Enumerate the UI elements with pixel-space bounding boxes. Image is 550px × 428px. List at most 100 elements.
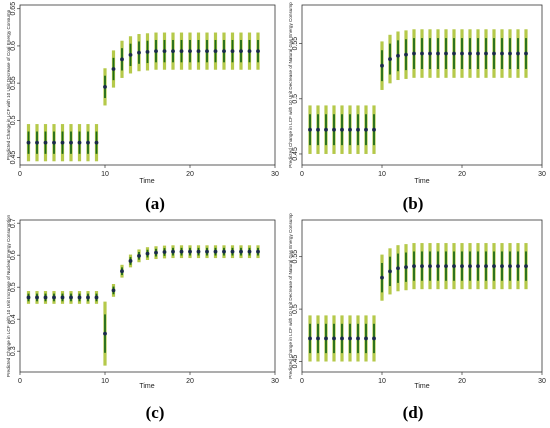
data-point (324, 127, 328, 132)
x-tick-label: 10 (101, 171, 109, 178)
data-point (356, 336, 360, 341)
data-point (69, 140, 73, 145)
data-point (111, 288, 116, 293)
x-tick-label: 30 (538, 378, 546, 385)
data-point (35, 140, 39, 145)
plot-frame (19, 219, 276, 373)
data-point (77, 295, 82, 300)
data-point (468, 264, 472, 269)
data-point (230, 249, 235, 254)
data-point (128, 52, 133, 57)
data-point (492, 51, 496, 56)
y-axis-title: Predicted Change in LCF with 10 Unit Dec… (288, 213, 293, 379)
y-tick-label: 0.3 (10, 346, 17, 356)
data-point (396, 53, 400, 58)
x-tick-label: 0 (18, 378, 22, 385)
data-point (239, 49, 243, 54)
data-point (188, 249, 192, 254)
x-tick-label: 0 (300, 378, 304, 385)
data-point (364, 127, 368, 132)
data-point (222, 49, 226, 54)
data-point (26, 140, 31, 145)
data-point (420, 51, 424, 56)
data-point (162, 49, 167, 54)
y-ticks: 0.45 0.5 0.55 0.6 0.65 (10, 2, 20, 164)
data-point (43, 140, 48, 145)
data-point (508, 51, 512, 56)
data-point (162, 250, 167, 254)
data-point (103, 331, 107, 336)
data-point (77, 140, 82, 145)
data-point (412, 264, 416, 269)
data-point (128, 259, 133, 263)
y-ticks: 0.45 0.5 0.55 (292, 37, 302, 161)
data-point (145, 49, 150, 54)
data-point (484, 51, 488, 56)
data-point (94, 295, 99, 300)
y-tick-label: 0.5 (10, 282, 17, 292)
x-axis-title: Time (414, 383, 429, 390)
data-point (324, 336, 328, 341)
data-point (179, 49, 184, 54)
data-point (213, 49, 218, 54)
x-tick-label: 30 (271, 378, 279, 385)
data-point (516, 264, 520, 269)
data-point (69, 295, 73, 300)
data-point (60, 140, 65, 145)
data-point (340, 127, 344, 132)
data-point (436, 264, 440, 269)
data-point (35, 295, 39, 300)
data-point (484, 264, 488, 269)
y-tick-label: 0.55 (292, 37, 299, 51)
x-axis-title: Time (414, 178, 429, 185)
data-point (316, 127, 320, 132)
data-point (308, 336, 312, 341)
data-point (508, 264, 512, 269)
y-tick-label: 0.5 (10, 115, 17, 125)
data-point (396, 266, 400, 271)
x-tick-label: 0 (300, 171, 304, 178)
chart-marks (26, 32, 260, 162)
plot-frame (19, 4, 276, 166)
data-point (94, 140, 99, 145)
data-point (492, 264, 496, 269)
data-point (500, 264, 504, 269)
y-tick-label: 0.6 (10, 250, 17, 260)
data-point (332, 127, 336, 132)
panel-label: (d) (403, 403, 424, 422)
x-axis-title: Time (139, 383, 154, 390)
x-tick-label: 20 (458, 171, 466, 178)
x-ticks: 0 10 20 30 (300, 372, 546, 385)
data-point (460, 264, 464, 269)
data-point (436, 51, 440, 56)
data-point (145, 251, 150, 256)
y-tick-label: 0.65 (10, 2, 17, 16)
y-tick-label: 0.55 (292, 250, 299, 264)
panel-c: 0 10 20 30 0.3 0.4 0.5 0.6 0.7 Time Predicted C… (6, 214, 279, 422)
panel-label: (a) (145, 194, 165, 213)
panel-label: (b) (403, 194, 424, 213)
data-point (524, 51, 528, 56)
y-tick-label: 0.6 (10, 41, 17, 51)
data-point (452, 264, 456, 269)
x-tick-label: 30 (538, 171, 546, 178)
x-tick-label: 30 (271, 171, 279, 178)
plot-frame (301, 219, 543, 373)
data-point (372, 127, 376, 132)
data-point (86, 295, 90, 300)
data-point (356, 127, 360, 132)
data-point (404, 265, 408, 270)
chart-marks (308, 243, 528, 362)
data-point (256, 49, 260, 54)
chart-marks (308, 29, 528, 154)
data-point (524, 264, 528, 269)
y-tick-label: 0.55 (10, 76, 17, 90)
data-point (171, 49, 175, 54)
data-point (332, 336, 336, 341)
data-point (137, 50, 141, 55)
data-point (372, 336, 376, 341)
panel-a: 0 10 20 30 0.45 0.5 0.55 0.6 0.65 Time Predicte… (6, 2, 279, 213)
data-point (428, 51, 432, 56)
data-point (120, 57, 124, 62)
